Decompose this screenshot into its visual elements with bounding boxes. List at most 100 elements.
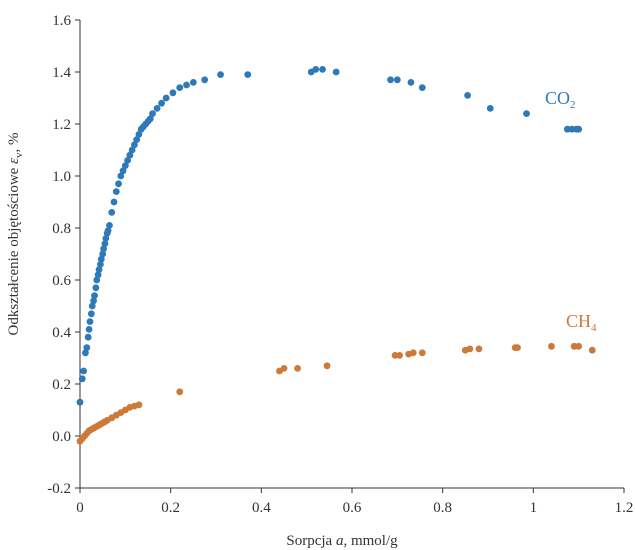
data-point	[91, 292, 98, 299]
data-point	[97, 261, 104, 268]
data-point	[323, 362, 331, 370]
data-point	[217, 71, 224, 78]
data-point	[393, 76, 401, 84]
data-point	[90, 297, 97, 305]
axes: 0 0.2 0.4 0.6 0.8 1 1.2 -0.2 0.0 0.2 0.4 0.6 0.8 1.0…	[47, 13, 633, 516]
data-point	[575, 125, 583, 133]
series-label-name: CO	[545, 88, 570, 108]
data-point	[115, 180, 122, 188]
data-point	[588, 346, 596, 354]
x-axis-title-prefix: Sorpcja	[286, 533, 336, 549]
series-co2-points	[76, 66, 583, 406]
x-tick-label: 1	[530, 500, 538, 516]
y-axis-title-var: ε	[6, 158, 22, 164]
data-point	[108, 209, 116, 216]
data-point	[95, 266, 103, 273]
data-point	[201, 76, 209, 84]
x-tick-label: 0.8	[433, 500, 452, 516]
data-point	[176, 388, 184, 396]
data-point	[312, 66, 320, 73]
data-point	[110, 198, 118, 206]
y-tick-label: -0.2	[47, 481, 71, 497]
data-points	[76, 66, 596, 445]
data-point	[407, 79, 415, 86]
data-point	[85, 326, 93, 333]
y-axis-title-prefix: Odkształcenie objętościowe	[6, 164, 22, 336]
data-point	[97, 255, 105, 263]
data-point	[387, 76, 394, 84]
data-point	[124, 157, 131, 164]
data-point	[418, 349, 426, 357]
data-point	[294, 365, 301, 372]
y-axis-ticks: -0.2 0.0 0.2 0.4 0.6 0.8 1.0 1.2 1.4 1.6	[47, 13, 80, 497]
data-point	[93, 276, 101, 284]
data-point	[153, 105, 161, 112]
data-point	[189, 79, 197, 86]
x-axis-title-suffix: , mmol/g	[343, 533, 398, 549]
data-point	[94, 271, 102, 279]
x-axis-title: Sorpcja a, mmol/g	[286, 533, 398, 549]
data-point	[158, 99, 166, 107]
y-tick-label: 1.6	[52, 13, 71, 29]
data-point	[514, 344, 521, 351]
y-tick-label: 0.8	[52, 221, 71, 237]
y-axis-title-sub: v	[13, 152, 25, 158]
y-tick-label: 0.4	[52, 325, 71, 341]
data-point	[418, 84, 426, 91]
x-axis-ticks: 0 0.2 0.4 0.6 0.8 1 1.2	[76, 488, 633, 516]
y-tick-label: 1.2	[52, 117, 71, 133]
data-point	[102, 235, 110, 242]
x-tick-label: 0.6	[343, 500, 362, 516]
data-point	[409, 349, 417, 357]
data-point	[92, 284, 100, 292]
y-axis-title-suffix: , %	[6, 132, 22, 152]
x-axis-title-var: a	[336, 533, 344, 549]
x-tick-label: 1.2	[615, 500, 634, 516]
series-label: CO2	[545, 88, 576, 111]
data-point	[78, 375, 86, 383]
data-point	[82, 349, 89, 357]
y-axis-title: Odkształcenie objętościowe εv, %	[6, 132, 25, 335]
series-label-subscript: 2	[570, 99, 576, 111]
data-point	[101, 240, 109, 248]
y-tick-label: 1.4	[52, 65, 71, 81]
data-point	[83, 344, 91, 351]
data-point	[112, 188, 120, 196]
data-point	[183, 81, 190, 89]
series-label-name: CH	[566, 311, 591, 331]
data-point	[149, 110, 156, 117]
data-point	[86, 318, 94, 325]
data-point	[119, 167, 127, 175]
data-point	[466, 345, 474, 353]
data-point	[280, 365, 288, 372]
data-point	[486, 105, 494, 112]
series-label: CH4	[566, 311, 597, 334]
data-point	[523, 110, 530, 117]
data-point	[332, 68, 340, 76]
data-point	[146, 115, 154, 123]
data-point	[76, 398, 84, 406]
data-point	[117, 172, 125, 180]
data-point	[126, 151, 134, 159]
data-point	[133, 136, 141, 144]
series-label-subscript: 4	[591, 322, 597, 334]
y-tick-label: 0.0	[52, 429, 71, 445]
data-point	[575, 342, 583, 350]
data-point	[319, 66, 326, 73]
data-point	[87, 310, 95, 318]
data-point	[99, 250, 107, 258]
y-tick-label: 0.6	[52, 273, 71, 289]
data-point	[475, 345, 483, 353]
x-tick-label: 0.4	[252, 500, 271, 516]
data-point	[84, 333, 92, 341]
data-point	[244, 71, 252, 78]
y-tick-label: 0.2	[52, 377, 71, 393]
data-point	[100, 245, 107, 253]
data-point	[121, 162, 129, 170]
data-point	[548, 342, 555, 350]
data-point	[396, 352, 403, 359]
data-point	[169, 89, 177, 97]
data-point	[162, 94, 170, 102]
